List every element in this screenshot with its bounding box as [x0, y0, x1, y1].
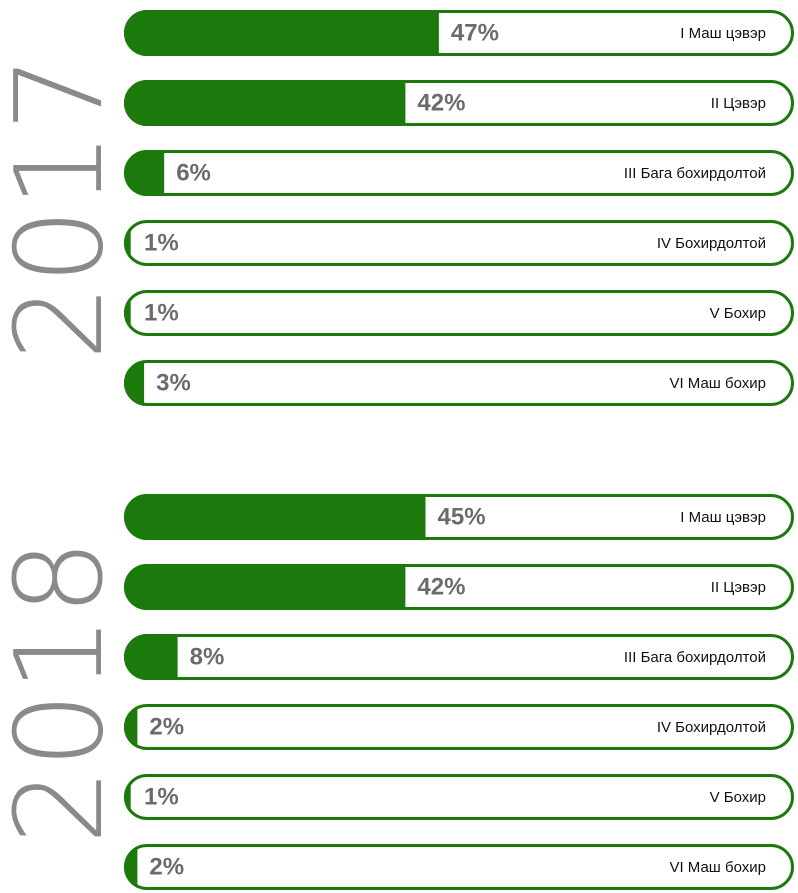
value-label: 1%	[144, 299, 179, 326]
category-label: I Маш цэвэр	[680, 25, 766, 42]
category-label: I Маш цэвэр	[680, 509, 766, 526]
bar	[124, 150, 165, 196]
category-label: II Цэвэр	[711, 95, 766, 112]
bar	[124, 564, 406, 610]
category-label: V Бохир	[710, 305, 766, 322]
category-label: III Бага бохирдолтой	[624, 165, 766, 182]
bar-outline	[124, 290, 794, 336]
bar	[124, 290, 131, 336]
value-label: 2%	[149, 713, 184, 740]
bar	[124, 774, 131, 820]
category-label: VI Маш бохир	[669, 375, 766, 392]
value-label: 1%	[144, 783, 179, 810]
year-label: 2018	[0, 539, 130, 844]
category-label: V Бохир	[710, 789, 766, 806]
bar	[124, 844, 138, 890]
value-label: 45%	[438, 503, 486, 530]
value-label: 42%	[417, 573, 465, 600]
bar	[124, 220, 131, 266]
bar	[124, 704, 138, 750]
value-label: 3%	[156, 369, 191, 396]
category-label: IV Бохирдолтой	[657, 235, 766, 252]
bar	[124, 494, 426, 540]
value-label: 2%	[149, 853, 184, 880]
bar	[124, 360, 145, 406]
bar	[124, 80, 406, 126]
category-label: II Цэвэр	[711, 579, 766, 596]
category-label: IV Бохирдолтой	[657, 719, 766, 736]
value-label: 1%	[144, 229, 179, 256]
bar-outline	[124, 774, 794, 820]
value-label: 42%	[417, 89, 465, 116]
bar	[124, 634, 178, 680]
value-label: 8%	[190, 643, 225, 670]
value-label: 6%	[176, 159, 211, 186]
year-label: 2017	[0, 55, 130, 360]
category-label: VI Маш бохир	[669, 859, 766, 876]
bar	[124, 10, 439, 56]
category-label: III Бага бохирдолтой	[624, 649, 766, 666]
value-label: 47%	[451, 19, 499, 46]
